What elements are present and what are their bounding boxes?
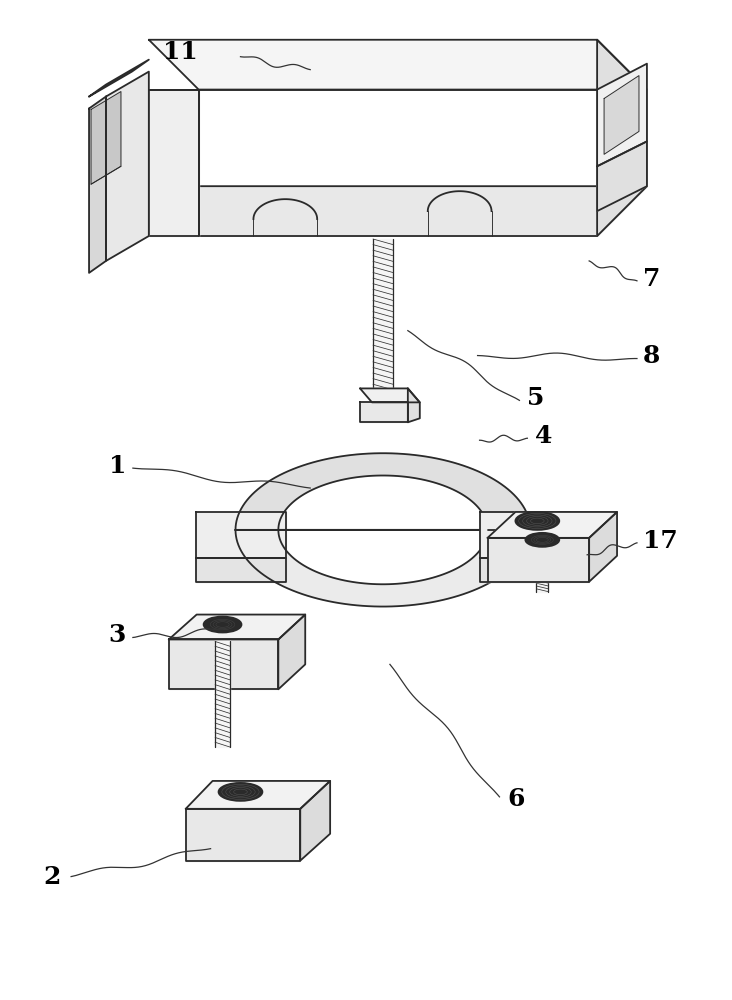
Text: 5: 5 xyxy=(527,386,545,410)
Polygon shape xyxy=(479,558,570,582)
Polygon shape xyxy=(195,512,286,558)
Polygon shape xyxy=(360,402,408,422)
Polygon shape xyxy=(408,388,419,422)
Polygon shape xyxy=(149,40,647,90)
Ellipse shape xyxy=(526,533,559,547)
Polygon shape xyxy=(597,40,647,236)
Text: 8: 8 xyxy=(643,344,660,368)
Polygon shape xyxy=(373,239,393,395)
Polygon shape xyxy=(597,64,647,166)
Text: 3: 3 xyxy=(108,623,126,647)
Polygon shape xyxy=(186,781,330,809)
Text: 7: 7 xyxy=(643,267,660,291)
Text: 6: 6 xyxy=(507,787,525,811)
Ellipse shape xyxy=(203,617,242,632)
Polygon shape xyxy=(215,641,230,747)
Polygon shape xyxy=(589,512,617,582)
Polygon shape xyxy=(236,453,531,530)
Ellipse shape xyxy=(515,512,559,530)
Polygon shape xyxy=(479,512,570,558)
Text: 4: 4 xyxy=(535,424,553,448)
Polygon shape xyxy=(300,781,330,861)
Polygon shape xyxy=(195,558,286,582)
Polygon shape xyxy=(91,92,121,184)
Ellipse shape xyxy=(219,783,262,801)
Text: 1: 1 xyxy=(108,454,126,478)
Polygon shape xyxy=(236,530,531,607)
Polygon shape xyxy=(186,809,300,861)
Polygon shape xyxy=(89,97,106,273)
Polygon shape xyxy=(488,512,617,538)
Text: 11: 11 xyxy=(163,40,198,64)
Polygon shape xyxy=(149,186,647,236)
Polygon shape xyxy=(278,615,305,689)
Polygon shape xyxy=(169,615,305,639)
Polygon shape xyxy=(360,388,419,402)
Text: 17: 17 xyxy=(643,529,678,553)
Polygon shape xyxy=(169,639,278,689)
Text: 2: 2 xyxy=(44,865,61,889)
Polygon shape xyxy=(106,72,149,261)
Polygon shape xyxy=(89,60,149,97)
Polygon shape xyxy=(597,141,647,211)
Polygon shape xyxy=(149,90,198,236)
Polygon shape xyxy=(488,538,589,582)
Polygon shape xyxy=(604,76,639,154)
Polygon shape xyxy=(537,558,548,592)
